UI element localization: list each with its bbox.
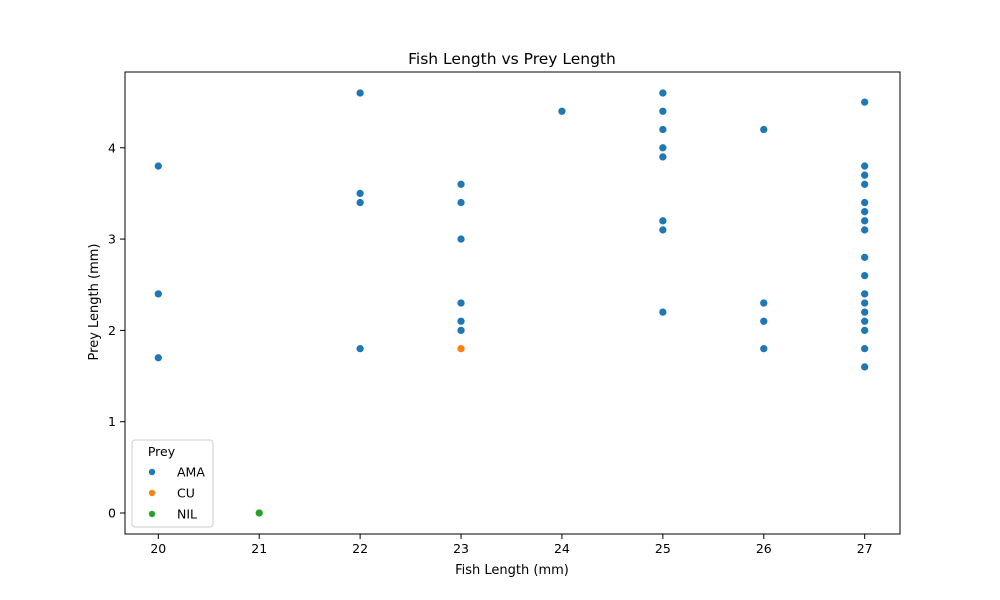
data-point-ama — [759, 125, 769, 134]
x-tick-label: 20 — [150, 541, 166, 556]
data-point-ama — [860, 161, 870, 171]
data-point-ama — [860, 207, 870, 217]
data-point-ama — [658, 88, 668, 98]
data-point-ama — [456, 179, 466, 189]
data-point-ama — [355, 88, 365, 98]
x-tick-label: 24 — [554, 541, 570, 556]
data-point-ama — [860, 170, 870, 180]
data-point-ama — [153, 161, 163, 171]
data-point-ama — [860, 307, 870, 317]
data-point-ama — [658, 125, 668, 134]
x-axis-label: Fish Length (mm) — [455, 563, 569, 578]
data-point-ama — [658, 225, 668, 235]
legend-marker-cu — [148, 489, 156, 497]
data-point-ama — [355, 344, 365, 354]
data-point-ama — [355, 189, 365, 198]
data-point-ama — [860, 326, 870, 335]
y-tick-label: 3 — [108, 232, 116, 247]
x-tick-label: 22 — [352, 541, 368, 556]
data-point-ama — [860, 198, 870, 207]
legend-title: Prey — [148, 444, 176, 459]
y-axis-label: Prey Length (mm) — [87, 244, 102, 361]
data-point-ama — [456, 298, 466, 308]
data-point-ama — [860, 362, 870, 372]
data-point-ama — [153, 289, 163, 299]
x-tick-label: 25 — [655, 541, 671, 556]
data-point-ama — [860, 271, 870, 280]
data-point-ama — [860, 179, 870, 189]
data-point-ama — [860, 225, 870, 235]
data-point-ama — [860, 298, 870, 308]
x-tick-label: 23 — [453, 541, 469, 556]
chart-title: Fish Length vs Prey Length — [408, 50, 616, 68]
data-point-ama — [658, 307, 668, 317]
legend-box — [131, 439, 214, 528]
data-point-ama — [759, 344, 769, 354]
data-point-ama — [860, 97, 870, 107]
legend-label-nil: NIL — [177, 507, 197, 522]
data-point-ama — [759, 316, 769, 326]
x-tick-label: 26 — [756, 541, 772, 556]
legend-marker-nil — [148, 510, 156, 518]
x-tick-label: 27 — [857, 541, 873, 556]
data-point-ama — [153, 353, 163, 363]
legend-label-ama: AMA — [177, 465, 205, 480]
data-point-nil — [254, 508, 264, 518]
data-point-ama — [658, 216, 668, 226]
data-point-ama — [860, 252, 870, 262]
data-point-ama — [658, 152, 668, 162]
x-tick-label: 21 — [251, 541, 267, 556]
y-tick-label: 2 — [108, 323, 116, 338]
data-point-ama — [658, 143, 668, 153]
data-point-ama — [759, 298, 769, 308]
data-point-ama — [860, 216, 870, 226]
y-tick-label: 0 — [108, 506, 116, 521]
y-tick-label: 1 — [108, 414, 116, 429]
data-point-ama — [860, 344, 870, 354]
data-point-ama — [557, 106, 567, 116]
axes-frame — [124, 71, 901, 535]
data-point-ama — [355, 198, 365, 207]
data-point-ama — [860, 316, 870, 326]
data-point-ama — [456, 326, 466, 335]
legend-marker-ama — [148, 468, 156, 476]
data-point-ama — [456, 316, 466, 326]
data-point-ama — [860, 289, 870, 299]
y-tick-label: 4 — [108, 140, 116, 155]
data-point-ama — [456, 198, 466, 207]
data-point-ama — [456, 234, 466, 244]
data-point-cu — [456, 344, 466, 354]
legend-label-cu: CU — [177, 486, 195, 501]
data-point-ama — [658, 106, 668, 116]
